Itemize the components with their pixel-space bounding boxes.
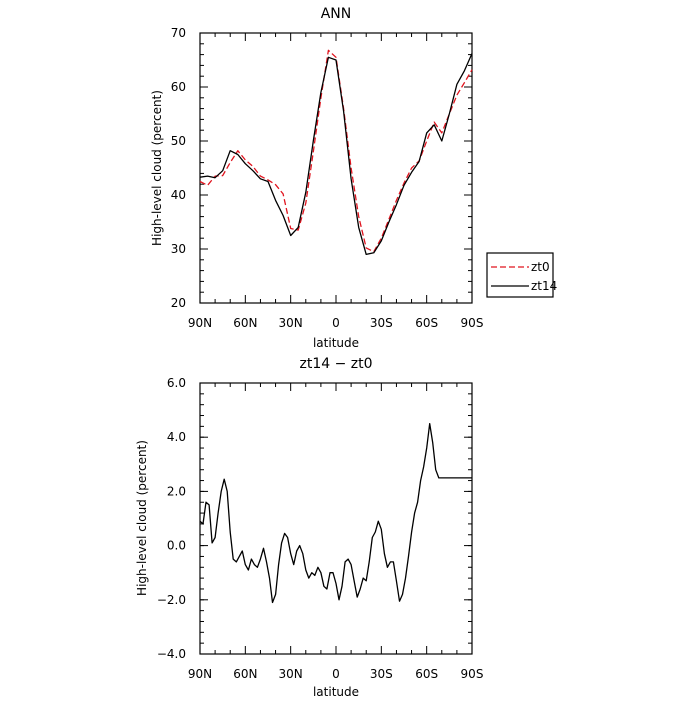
bottom-panel: zt14 − zt0 latitude High-level cloud (pe… bbox=[135, 356, 483, 699]
bottom-axis-ticks: 90N 60N 30N 0 30S 60S 90S −4.0 −2.0 0.0 2.0 4.0 6.0 bbox=[157, 376, 484, 681]
legend-label-zt14: zt14 bbox=[531, 279, 557, 293]
bottom-series-lines bbox=[199, 422, 472, 604]
legend-box bbox=[486, 252, 554, 298]
top-y-tick-label: 70 bbox=[171, 26, 186, 40]
bottom-x-tick-label: 60N bbox=[233, 667, 257, 681]
bottom-plot-frame bbox=[199, 382, 473, 655]
bottom-y-tick-label: −2.0 bbox=[157, 593, 186, 607]
top-plot-frame bbox=[199, 32, 473, 304]
bottom-x-tick-label: 30N bbox=[279, 667, 303, 681]
top-y-axis-label: High-level cloud (percent) bbox=[150, 90, 164, 246]
bottom-x-tick-label: 30S bbox=[370, 667, 393, 681]
bottom-x-tick-label: 60S bbox=[415, 667, 438, 681]
top-series-line-zt14 bbox=[199, 53, 473, 256]
top-x-tick-label: 60S bbox=[415, 316, 438, 330]
top-x-tick-label: 30S bbox=[370, 316, 393, 330]
bottom-chart-title: zt14 − zt0 bbox=[299, 356, 372, 372]
top-y-tick-label: 30 bbox=[171, 242, 186, 256]
bottom-y-tick-label: 0.0 bbox=[167, 539, 186, 553]
bottom-y-axis-label: High-level cloud (percent) bbox=[135, 440, 149, 596]
bottom-y-tick-label: 2.0 bbox=[167, 484, 186, 498]
top-x-tick-label: 60N bbox=[233, 316, 257, 330]
top-y-tick-label: 40 bbox=[171, 188, 186, 202]
bottom-y-tick-label: −4.0 bbox=[157, 647, 186, 661]
top-x-tick-label: 90S bbox=[461, 316, 484, 330]
top-y-tick-label: 60 bbox=[171, 80, 186, 94]
top-series-line-zt0 bbox=[199, 49, 473, 253]
bottom-y-tick-label: 6.0 bbox=[167, 376, 186, 390]
bottom-x-tick-label: 90N bbox=[188, 667, 212, 681]
top-x-axis-label: latitude bbox=[313, 336, 359, 350]
top-chart-title: ANN bbox=[321, 6, 352, 22]
bottom-x-axis-label: latitude bbox=[313, 685, 359, 699]
top-y-tick-label: 20 bbox=[171, 296, 186, 310]
top-series-lines bbox=[199, 49, 473, 256]
legend: zt0 zt14 bbox=[486, 252, 557, 298]
top-panel: ANN latitude High-level cloud (percent) … bbox=[150, 6, 483, 350]
top-axis-ticks: 90N 60N 30N 0 30S 60S 90S 20 30 40 50 60 70 bbox=[171, 26, 484, 330]
bottom-x-tick-label: 90S bbox=[461, 667, 484, 681]
bottom-y-tick-label: 4.0 bbox=[167, 430, 186, 444]
bottom-x-tick-label: 0 bbox=[332, 667, 340, 681]
top-x-tick-label: 90N bbox=[188, 316, 212, 330]
bottom-series-line-s0 bbox=[199, 422, 472, 604]
legend-label-zt0: zt0 bbox=[531, 260, 550, 274]
top-y-tick-label: 50 bbox=[171, 134, 186, 148]
top-x-tick-label: 0 bbox=[332, 316, 340, 330]
top-x-tick-label: 30N bbox=[279, 316, 303, 330]
